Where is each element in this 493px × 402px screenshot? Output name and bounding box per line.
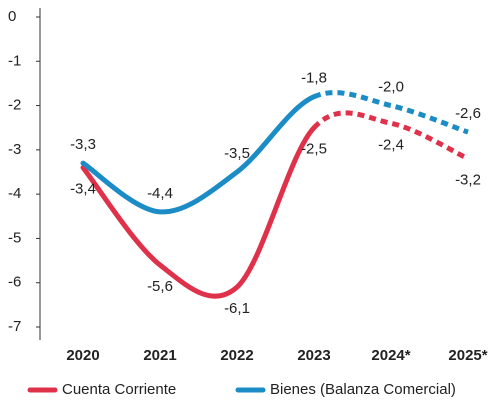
line-actual — [80, 94, 317, 215]
value-label: -2,6 — [455, 105, 481, 122]
y-tick-label: -4 — [8, 185, 21, 202]
y-tick-label: -1 — [8, 52, 21, 69]
y-tick-label: -5 — [8, 229, 21, 246]
legend-label: Cuenta Corriente — [62, 381, 176, 398]
value-label: -2,0 — [378, 79, 404, 96]
y-tick-label: -3 — [8, 141, 21, 158]
x-tick-label: 2021 — [143, 347, 176, 364]
value-label: -3,3 — [70, 136, 96, 153]
x-tick-label: 2024* — [371, 347, 410, 364]
legend-label: Bienes (Balanza Comercial) — [270, 381, 456, 398]
line-projection — [312, 110, 470, 161]
y-tick-label: -6 — [8, 274, 21, 291]
value-label: -3,2 — [455, 172, 481, 189]
x-tick-label: 2022 — [220, 347, 253, 364]
y-tick-label: -2 — [8, 97, 21, 114]
x-tick-label: 2025* — [448, 347, 487, 364]
line-actual — [80, 125, 317, 299]
x-tick-label: 2020 — [66, 347, 99, 364]
y-tick-label: -7 — [8, 318, 21, 335]
value-label: -6,1 — [224, 300, 250, 317]
x-tick-label: 2023 — [297, 347, 330, 364]
value-label: -5,6 — [147, 278, 173, 295]
value-label: -3,4 — [70, 181, 96, 198]
value-label: -1,8 — [301, 70, 327, 87]
value-label: -2,4 — [378, 136, 404, 153]
value-label: -2,5 — [301, 141, 327, 158]
value-label: -4,4 — [147, 185, 173, 202]
y-tick-label: 0 — [8, 8, 16, 25]
value-label: -3,5 — [224, 145, 250, 162]
